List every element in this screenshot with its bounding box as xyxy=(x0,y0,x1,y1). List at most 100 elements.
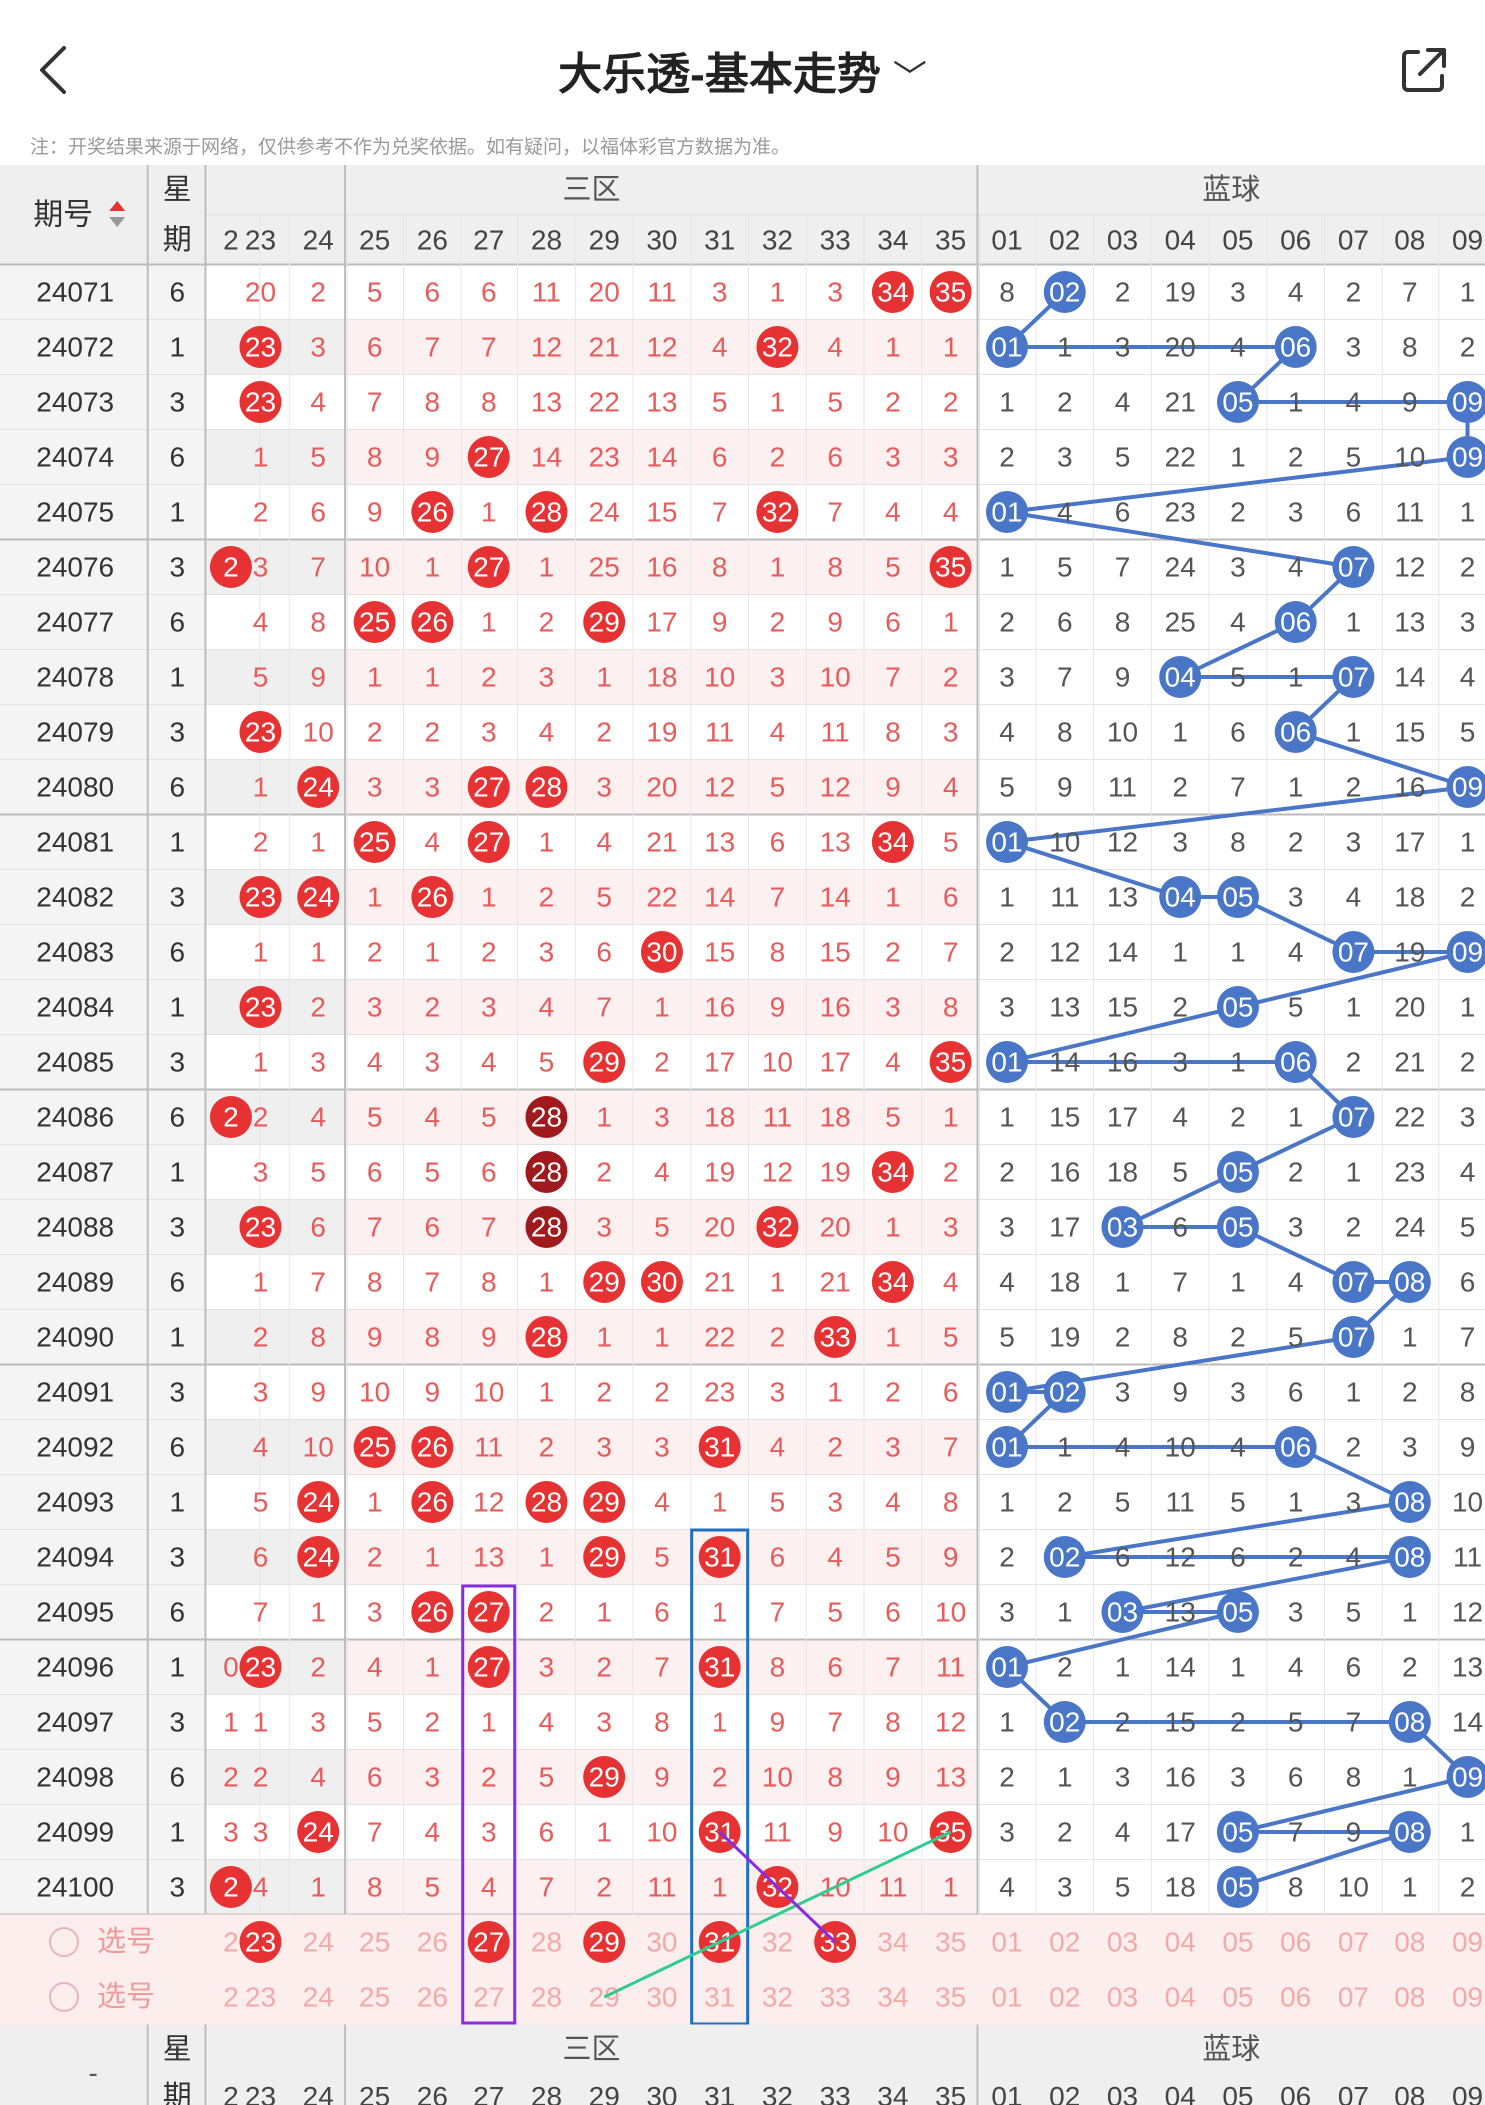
select-cell[interactable]: 06 xyxy=(1280,1982,1311,2013)
select-cell[interactable]: 02 xyxy=(1049,1982,1080,2013)
row-week: 6 xyxy=(169,1102,185,1133)
chevron-down-icon[interactable]: ﹀ xyxy=(892,59,927,97)
selected-ball[interactable] xyxy=(467,1921,510,1963)
radio-icon[interactable] xyxy=(49,1982,79,2012)
select-cell[interactable]: 23 xyxy=(245,1982,276,2013)
front-miss-value: 5 xyxy=(253,1487,269,1518)
select-cell[interactable]: 32 xyxy=(762,1982,793,2013)
select-cell[interactable]: 04 xyxy=(1165,1982,1196,2013)
sort-up-icon[interactable] xyxy=(109,201,126,211)
front-miss-value: 15 xyxy=(704,937,735,968)
front-ball-number: 23 xyxy=(245,1212,276,1243)
front-miss-value: 11 xyxy=(647,1872,676,1903)
select-cell[interactable]: 06 xyxy=(1280,1927,1311,1958)
select-cell[interactable]: 02 xyxy=(1049,1927,1080,1958)
select-cell[interactable]: 28 xyxy=(531,1927,562,1958)
select-cell[interactable]: 08 xyxy=(1394,1982,1425,2013)
select-cell[interactable]: 34 xyxy=(877,1927,908,1958)
blue-ball-number: 01 xyxy=(991,1432,1022,1463)
select-cell[interactable]: 07 xyxy=(1338,1982,1369,2013)
front-miss-value: 11 xyxy=(821,717,850,748)
select-cell[interactable]: 35 xyxy=(935,1927,966,1958)
blue-ball xyxy=(1159,876,1202,918)
select-cell[interactable]: 08 xyxy=(1394,1927,1425,1958)
front-ball xyxy=(583,1756,626,1798)
select-cell[interactable]: 31 xyxy=(704,1982,735,2013)
select-cell[interactable]: 30 xyxy=(646,1982,677,2013)
select-cell[interactable]: 2 xyxy=(223,1927,239,1958)
table-row: 24078 1 5 9 1 1 2 3 1 18 10 3 10 7 2 3 7 9 04 5 1 07 14 4 xyxy=(36,656,1475,698)
blue-miss-value: 2 xyxy=(1230,1707,1246,1738)
blue-ball-number: 02 xyxy=(1049,277,1080,308)
blue-miss-value: 1 xyxy=(1230,442,1246,473)
front-miss-value: 1 xyxy=(425,552,441,583)
select-cell[interactable]: 26 xyxy=(417,1982,448,2013)
selected-ball[interactable] xyxy=(239,1921,282,1963)
select-label[interactable]: 选号 xyxy=(97,1925,155,1958)
selected-ball[interactable] xyxy=(583,1921,626,1963)
sort-down-icon[interactable] xyxy=(109,217,126,227)
front-miss-value: 5 xyxy=(367,277,383,308)
blue-miss-value: 15 xyxy=(1107,992,1138,1023)
select-cell[interactable]: 32 xyxy=(762,1927,793,1958)
front-miss-value: 10 xyxy=(646,1817,677,1848)
front-miss-value: 3 xyxy=(827,277,843,308)
select-cell[interactable]: 03 xyxy=(1107,1927,1138,1958)
select-cell[interactable]: 2 xyxy=(223,1982,239,2013)
select-label[interactable]: 选号 xyxy=(97,1980,155,2013)
blue-miss-value: 2 xyxy=(1115,1322,1131,1353)
front-miss-value: 4 xyxy=(539,992,555,1023)
select-row[interactable]: 选号22324252627282930313233343501020304050… xyxy=(49,1921,1483,1963)
blue-col-header: 08 xyxy=(1394,225,1425,256)
select-cell[interactable]: 25 xyxy=(359,1982,390,2013)
select-cell[interactable]: 27 xyxy=(473,1982,504,2013)
front-col-header: 33 xyxy=(820,225,851,256)
select-cell[interactable]: 07 xyxy=(1338,1927,1369,1958)
blue-miss-value: 2 xyxy=(1288,442,1304,473)
select-cell[interactable]: 34 xyxy=(877,1982,908,2013)
front-miss-value: 17 xyxy=(704,1047,735,1078)
front-miss-value: 2 xyxy=(425,717,441,748)
select-cell[interactable]: 05 xyxy=(1222,1927,1253,1958)
select-cell[interactable]: 26 xyxy=(417,1927,448,1958)
radio-icon[interactable] xyxy=(49,1927,79,1957)
footer-front-col: 35 xyxy=(935,2081,966,2105)
front-ball-number: 28 xyxy=(531,772,562,803)
footer-blue-col: 05 xyxy=(1222,2081,1253,2105)
front-miss-value: 1 xyxy=(253,1267,269,1298)
blue-miss-value: 1 xyxy=(1402,1762,1418,1793)
select-cell[interactable]: 30 xyxy=(646,1927,677,1958)
front-miss-value: 9 xyxy=(310,1377,326,1408)
front-miss-value: 4 xyxy=(310,1102,326,1133)
footer-front-col: 30 xyxy=(646,2081,677,2105)
select-cell[interactable]: 33 xyxy=(820,1982,851,2013)
select-cell[interactable]: 09 xyxy=(1452,1982,1483,2013)
front-miss-value: 3 xyxy=(253,1157,269,1188)
select-cell[interactable]: 25 xyxy=(359,1927,390,1958)
front-ball xyxy=(929,271,972,313)
select-cell[interactable]: 01 xyxy=(991,1927,1022,1958)
chevron-left-icon[interactable] xyxy=(30,40,80,100)
blue-ball xyxy=(1216,1811,1259,1853)
select-cell[interactable]: 03 xyxy=(1107,1982,1138,2013)
select-cell[interactable]: 01 xyxy=(991,1982,1022,2013)
select-cell[interactable]: 24 xyxy=(303,1982,334,2013)
select-cell[interactable]: 04 xyxy=(1165,1927,1196,1958)
share-icon[interactable] xyxy=(1398,44,1450,96)
row-issue: 24086 xyxy=(36,1102,114,1133)
select-cell[interactable]: 35 xyxy=(935,1982,966,2013)
page-title[interactable]: 大乐透-基本走势 ﹀ xyxy=(0,38,1485,102)
blue-miss-value: 2 xyxy=(1402,1652,1418,1683)
blue-miss-value: 14 xyxy=(1165,1652,1196,1683)
select-cell[interactable]: 09 xyxy=(1452,1927,1483,1958)
select-cell[interactable]: 24 xyxy=(303,1927,334,1958)
front-miss-value: 21 xyxy=(646,827,677,858)
blue-col-header: 09 xyxy=(1452,225,1483,256)
front-col-header: 35 xyxy=(935,225,966,256)
select-cell[interactable]: 05 xyxy=(1222,1982,1253,2013)
row-week: 1 xyxy=(169,1817,185,1848)
issue-column-header[interactable]: 期号 xyxy=(33,199,93,232)
select-cell[interactable]: 28 xyxy=(531,1982,562,2013)
front-miss-value: 2 xyxy=(827,1432,843,1463)
blue-miss-value: 1 xyxy=(1288,387,1304,418)
